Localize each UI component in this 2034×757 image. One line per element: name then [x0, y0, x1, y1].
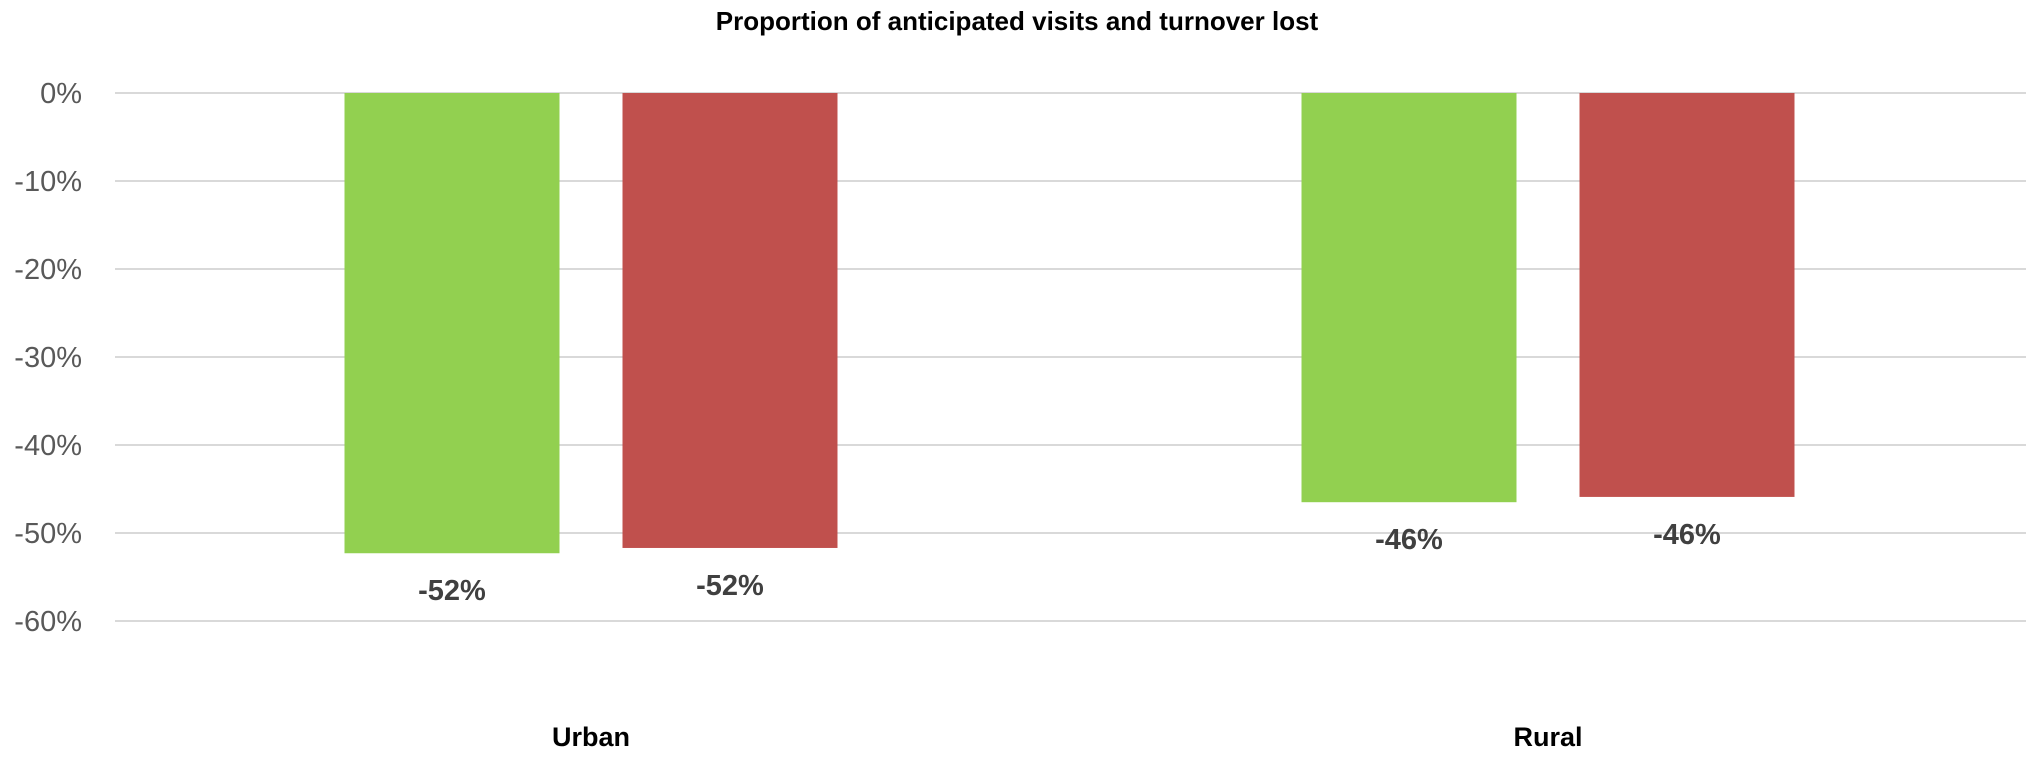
bar: [622, 93, 838, 548]
y-tick-label: -60%: [14, 606, 82, 638]
y-tick-label: -30%: [14, 342, 82, 374]
chart-title: Proportion of anticipated visits and tur…: [716, 6, 1319, 36]
y-tick-label: -40%: [14, 430, 82, 462]
data-labels: -52% -46% -52% -46%: [418, 519, 1721, 607]
bar: [344, 93, 560, 554]
data-label: -46%: [1653, 519, 1721, 551]
y-tick-label: -50%: [14, 518, 82, 550]
data-label: -52%: [418, 575, 486, 607]
x-axis-tick-labels: Urban Rural: [552, 722, 1583, 752]
data-label: -46%: [1375, 524, 1443, 556]
y-tick-label: -20%: [14, 254, 82, 286]
bars: [344, 93, 1795, 554]
data-label: -52%: [696, 570, 764, 602]
y-tick-label: 0%: [40, 78, 82, 110]
y-axis-tick-labels: 0% -10% -20% -30% -40% -50% -60%: [14, 78, 82, 638]
bar: [1579, 93, 1795, 497]
x-tick-label: Urban: [552, 722, 630, 752]
bar: [1301, 93, 1517, 503]
x-tick-label: Rural: [1513, 722, 1582, 752]
y-tick-label: -10%: [14, 166, 82, 198]
